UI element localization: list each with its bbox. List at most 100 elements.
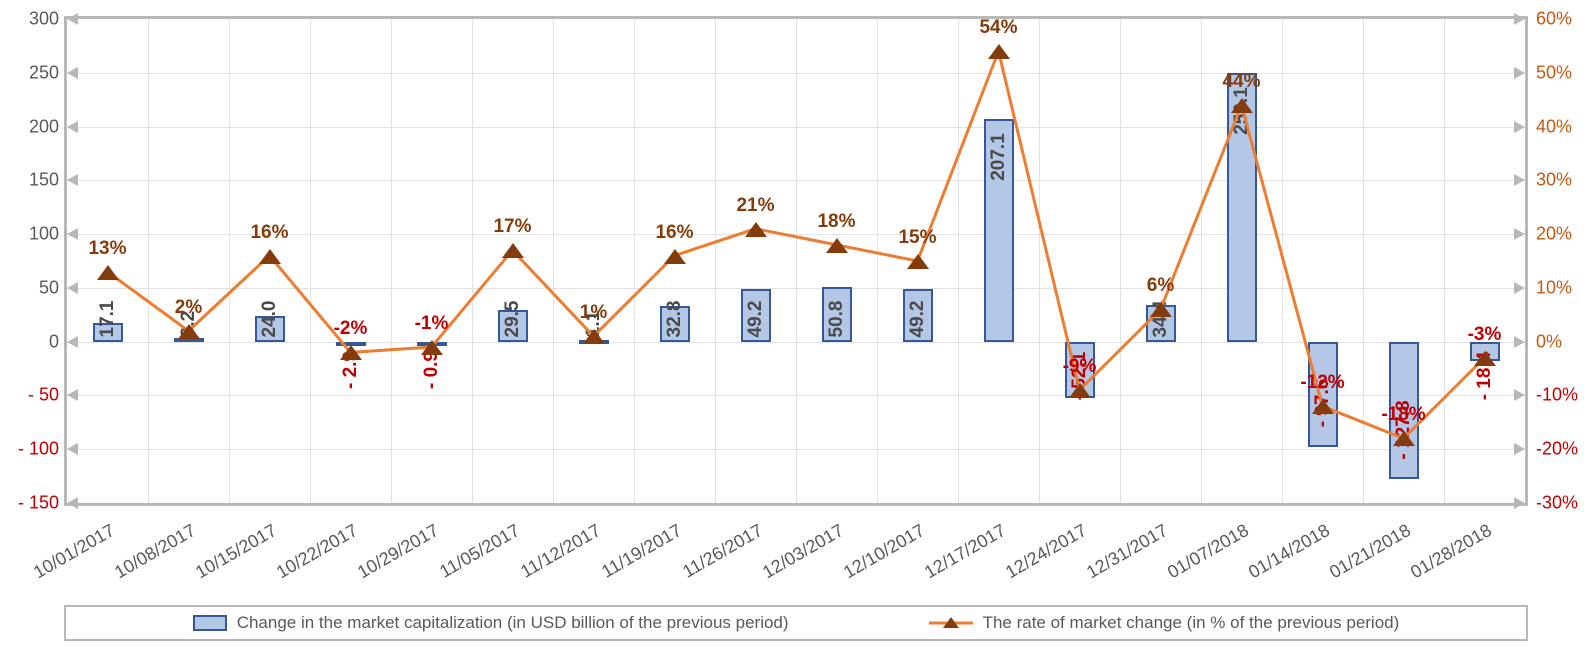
line-marker-icon <box>1231 98 1253 113</box>
line-data-label: -9% <box>1063 356 1097 378</box>
line-data-label: 54% <box>979 17 1017 39</box>
xtick-label: 10/15/2017 <box>191 520 280 583</box>
left-axis-arrow-icon <box>67 443 78 455</box>
line-marker-icon <box>907 254 929 269</box>
ytick-left: - 150 <box>3 493 59 514</box>
line-marker-icon <box>97 265 119 280</box>
left-axis-arrow-icon <box>67 497 78 509</box>
gridline-v <box>472 19 473 503</box>
gridline-v <box>877 19 878 503</box>
line-marker-icon <box>178 324 200 339</box>
line-data-label: -3% <box>1468 324 1502 346</box>
line-data-label: 2% <box>175 297 202 319</box>
xtick-label: 11/05/2017 <box>436 520 523 583</box>
bar-data-label: 49.2 <box>907 300 929 337</box>
legend-label-bar: Change in the market capitalization (in … <box>237 613 789 633</box>
right-axis-arrow-icon <box>1514 389 1525 401</box>
chart-container: Change in the market capitalization (in … <box>0 0 1593 647</box>
gridline-v <box>229 19 230 503</box>
xtick-label: 12/31/2017 <box>1082 520 1171 583</box>
xtick-label: 11/12/2017 <box>517 520 604 583</box>
right-axis-arrow-icon <box>1514 443 1525 455</box>
gridline-v <box>1363 19 1364 503</box>
xtick-label: 11/26/2017 <box>679 520 766 583</box>
bar-data-label: 32.8 <box>664 300 686 337</box>
line-data-label: -1% <box>415 313 449 335</box>
gridline-v <box>1039 19 1040 503</box>
xtick-label: 12/03/2017 <box>758 520 847 583</box>
ytick-left: 250 <box>3 62 59 83</box>
line-marker-icon <box>664 249 686 264</box>
ytick-right: -10% <box>1536 385 1593 406</box>
left-axis-arrow-icon <box>67 389 78 401</box>
line-data-label: 6% <box>1147 275 1174 297</box>
line-marker-icon <box>826 238 848 253</box>
line-data-label: -18% <box>1381 404 1425 426</box>
gridline-v <box>1282 19 1283 503</box>
left-axis-arrow-icon <box>67 336 78 348</box>
line-data-label: 18% <box>817 211 855 233</box>
ytick-right: -30% <box>1536 493 1593 514</box>
legend-item-bar: Change in the market capitalization (in … <box>193 613 789 633</box>
xtick-label: 11/19/2017 <box>598 520 685 583</box>
ytick-left: 50 <box>3 277 59 298</box>
bar-data-label: 50.8 <box>826 300 848 337</box>
right-axis-arrow-icon <box>1514 336 1525 348</box>
xtick-label: 12/24/2017 <box>1001 520 1090 583</box>
gridline-v <box>958 19 959 503</box>
gridline-v <box>310 19 311 503</box>
xtick-label: 10/22/2017 <box>272 520 361 583</box>
ytick-left: - 100 <box>3 439 59 460</box>
line-marker-icon <box>1312 399 1334 414</box>
line-data-label: 13% <box>88 238 126 260</box>
line-marker-icon <box>745 222 767 237</box>
right-axis-arrow-icon <box>1514 174 1525 186</box>
ytick-right: 60% <box>1536 9 1593 30</box>
bar-data-label: 29.5 <box>502 300 524 337</box>
left-axis-arrow-icon <box>67 174 78 186</box>
line-marker-icon <box>1393 431 1415 446</box>
line-data-label: 16% <box>250 222 288 244</box>
ytick-left: 300 <box>3 9 59 30</box>
legend: Change in the market capitalization (in … <box>64 605 1528 641</box>
left-axis-arrow-icon <box>67 67 78 79</box>
bar-data-label: 207.1 <box>988 134 1010 182</box>
gridline-v <box>1201 19 1202 503</box>
left-axis-arrow-icon <box>67 13 78 25</box>
line-data-label: -2% <box>334 318 368 340</box>
xtick-label: 01/21/2018 <box>1325 520 1414 583</box>
bar-data-label: 49.2 <box>745 300 767 337</box>
legend-swatch-line-icon <box>929 615 973 631</box>
line-data-label: 15% <box>898 227 936 249</box>
xtick-label: 01/14/2018 <box>1244 520 1333 583</box>
right-axis-arrow-icon <box>1514 282 1525 294</box>
gridline-v <box>796 19 797 503</box>
gridline-v <box>715 19 716 503</box>
line-marker-icon <box>502 243 524 258</box>
ytick-right: 20% <box>1536 224 1593 245</box>
legend-item-line: The rate of market change (in % of the p… <box>929 613 1400 633</box>
xtick-label: 10/08/2017 <box>110 520 199 583</box>
line-marker-icon <box>988 44 1010 59</box>
xtick-label: 10/29/2017 <box>353 520 442 583</box>
bar-data-label: 24.0 <box>259 300 281 337</box>
right-axis-arrow-icon <box>1514 497 1525 509</box>
right-axis-arrow-icon <box>1514 121 1525 133</box>
line-marker-icon <box>259 249 281 264</box>
line-marker-icon <box>1150 302 1172 317</box>
line-marker-icon <box>1069 383 1091 398</box>
line-data-label: -12% <box>1300 372 1344 394</box>
line-marker-icon <box>421 340 443 355</box>
gridline-v <box>1444 19 1445 503</box>
ytick-left: 200 <box>3 116 59 137</box>
xtick-label: 10/01/2017 <box>29 520 118 583</box>
ytick-right: 40% <box>1536 116 1593 137</box>
ytick-left: 100 <box>3 224 59 245</box>
gridline-v <box>553 19 554 503</box>
line-marker-icon <box>1474 351 1496 366</box>
left-axis-arrow-icon <box>67 282 78 294</box>
legend-label-line: The rate of market change (in % of the p… <box>983 613 1400 633</box>
ytick-right: 10% <box>1536 277 1593 298</box>
xtick-label: 01/07/2018 <box>1163 520 1252 583</box>
line-data-label: 44% <box>1222 71 1260 93</box>
